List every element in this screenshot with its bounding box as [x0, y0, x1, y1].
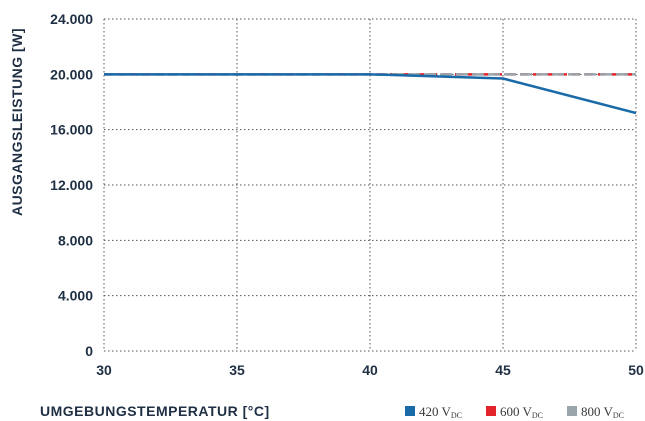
x-tick-label: 45: [495, 362, 511, 378]
x-tick-labels: 30 35 40 45 50: [96, 362, 644, 378]
x-tick-label: 30: [96, 362, 112, 378]
legend-swatch: [567, 406, 577, 416]
x-tick-label: 40: [362, 362, 378, 378]
legend-swatch: [486, 406, 496, 416]
x-tick-label: 50: [628, 362, 644, 378]
legend-label: 800 VDC: [581, 404, 624, 420]
y-tick-label: 12.000: [50, 177, 93, 193]
y-tick-label: 8.000: [58, 232, 93, 248]
legend-label: 600 VDC: [500, 404, 543, 420]
y-tick-labels: 0 4.000 8.000 12.000 16.000 20.000 24.000: [50, 11, 93, 359]
x-tick-label: 35: [229, 362, 245, 378]
legend-swatch: [405, 406, 415, 416]
legend-label: 420 VDC: [419, 404, 462, 420]
y-tick-label: 4.000: [58, 288, 93, 304]
y-tick-label: 24.000: [50, 11, 93, 27]
y-tick-label: 0: [85, 343, 93, 359]
series-lines: [104, 73, 637, 115]
y-tick-label: 16.000: [50, 122, 93, 138]
x-axis-title: UMGEBUNGSTEMPERATUR [°C]: [40, 403, 270, 419]
grid: [103, 18, 637, 352]
series-line-420-v: [104, 73, 637, 115]
y-axis-title: AUSGANGSLEISTUNG [W]: [9, 28, 25, 216]
y-tick-label: 20.000: [50, 66, 93, 82]
legend: 420 VDC 600 VDC 800 VDC: [405, 404, 624, 420]
